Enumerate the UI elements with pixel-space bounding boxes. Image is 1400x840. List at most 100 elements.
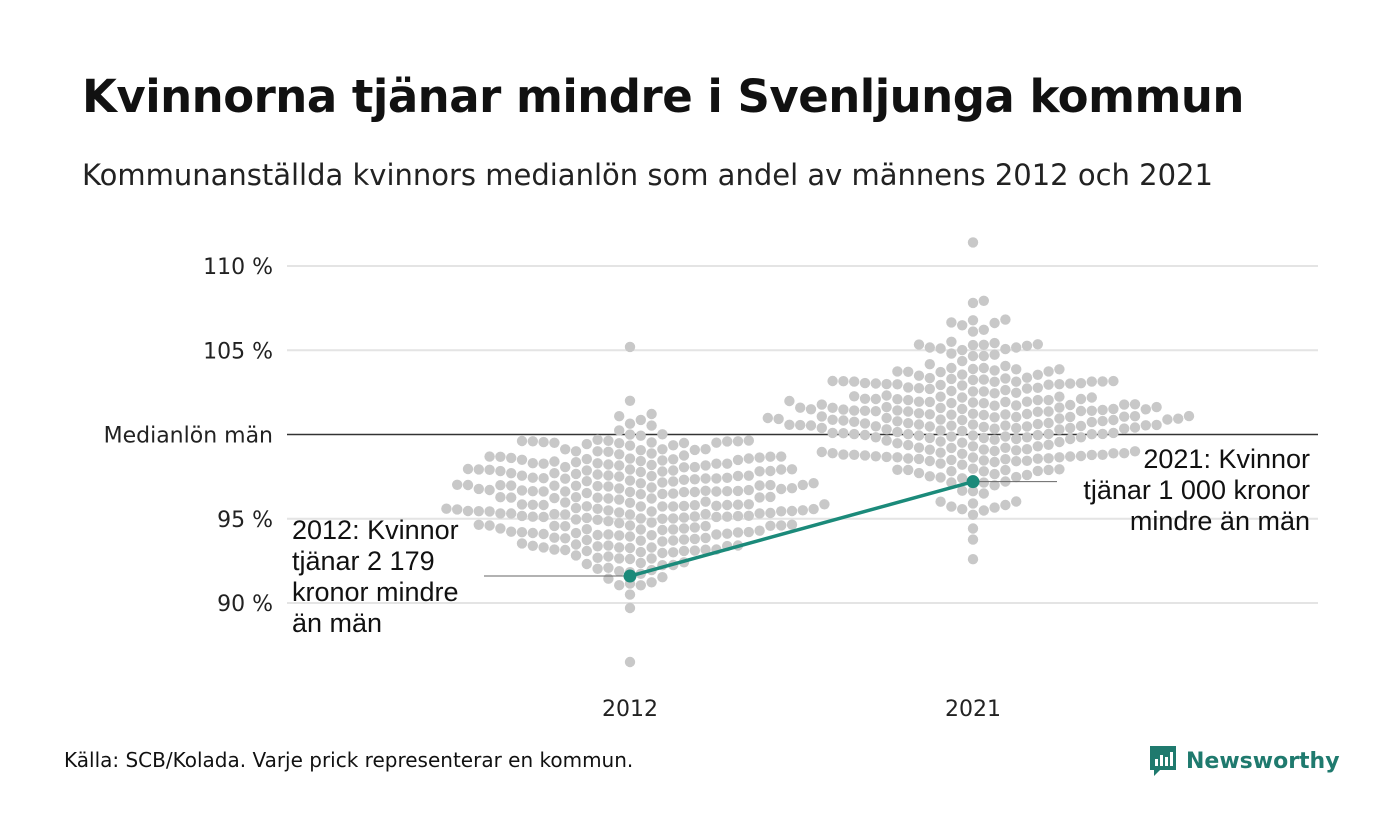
- municipality-dot: [1021, 340, 1033, 351]
- municipality-dot: [1065, 399, 1076, 411]
- municipality-dot: [689, 474, 700, 485]
- municipality-dot: [678, 450, 690, 461]
- municipality-dot: [506, 480, 517, 491]
- municipality-dot: [473, 483, 484, 495]
- municipality-dot: [1032, 339, 1044, 350]
- municipality-dot: [924, 383, 935, 395]
- municipality-dot: [462, 463, 474, 475]
- municipality-dot: [827, 402, 838, 413]
- municipality-dot: [946, 454, 957, 466]
- municipality-dot: [989, 502, 1000, 513]
- municipality-dot: [957, 369, 968, 380]
- municipality-dot: [689, 511, 700, 522]
- municipality-dot: [592, 514, 603, 525]
- municipality-dot: [516, 510, 528, 522]
- municipality-dot: [1129, 446, 1141, 457]
- municipality-dot: [700, 508, 711, 520]
- municipality-dot: [1043, 406, 1054, 417]
- municipality-dot: [913, 383, 925, 394]
- municipality-dot: [624, 486, 636, 498]
- municipality-dot: [614, 494, 625, 505]
- municipality-dot: [1043, 428, 1054, 440]
- municipality-dot: [646, 553, 657, 564]
- municipality-dot: [903, 394, 914, 406]
- municipality-dot: [827, 448, 838, 459]
- municipality-dot: [903, 366, 914, 377]
- municipality-dot: [1054, 464, 1065, 475]
- municipality-dot: [870, 378, 881, 389]
- municipality-dot: [935, 472, 946, 483]
- municipality-dot: [1065, 422, 1076, 434]
- municipality-dot: [946, 397, 957, 409]
- municipality-dot: [967, 315, 979, 326]
- municipality-dot: [967, 486, 979, 497]
- municipality-dot: [924, 421, 935, 432]
- municipality-dot: [473, 519, 484, 530]
- municipality-dot: [570, 457, 582, 468]
- municipality-dot: [603, 446, 614, 457]
- y-tick-label: 90 %: [217, 592, 273, 617]
- municipality-dot: [678, 462, 690, 473]
- municipality-dot: [711, 473, 722, 484]
- municipality-dot: [765, 451, 776, 462]
- municipality-dot: [859, 393, 871, 404]
- municipality-dot: [946, 442, 957, 454]
- municipality-dot: [635, 489, 646, 500]
- municipality-dot: [1129, 422, 1141, 433]
- municipality-dot: [1000, 499, 1011, 511]
- municipality-dot: [1032, 441, 1044, 452]
- municipality-dot: [978, 350, 989, 362]
- municipality-dot: [743, 453, 754, 464]
- chart-subtitle: Kommunanställda kvinnors medianlön som a…: [82, 158, 1213, 192]
- municipality-dot: [700, 544, 711, 555]
- municipality-dot: [484, 484, 495, 496]
- municipality-dot: [946, 409, 957, 420]
- annotation-2021: 2021: Kvinnor tjänar 1 000 kronor mindre ä…: [1083, 444, 1310, 536]
- municipality-dot: [657, 455, 668, 466]
- municipality-dot: [646, 530, 657, 541]
- municipality-dot: [624, 531, 636, 542]
- municipality-dot: [635, 535, 646, 546]
- municipality-dot: [635, 445, 646, 456]
- municipality-dot: [624, 395, 636, 406]
- municipality-dot: [624, 418, 636, 429]
- municipality-dot: [700, 444, 711, 455]
- municipality-dot: [581, 524, 592, 535]
- municipality-dot: [1000, 314, 1011, 325]
- municipality-dot: [913, 467, 925, 479]
- municipality-dot: [657, 444, 668, 455]
- municipality-dot: [657, 524, 668, 536]
- municipality-dot: [570, 514, 582, 525]
- municipality-dot: [603, 493, 614, 504]
- municipality-dot: [989, 349, 1000, 360]
- municipality-dot: [549, 508, 560, 520]
- municipality-dot: [635, 557, 646, 569]
- municipality-dot: [797, 505, 808, 516]
- municipality-dot: [773, 413, 784, 425]
- municipality-dot: [1000, 384, 1011, 396]
- municipality-dot: [1054, 391, 1065, 402]
- municipality-dot: [743, 499, 754, 510]
- municipality-dot: [1086, 392, 1098, 403]
- municipality-dot: [614, 553, 625, 564]
- municipality-dot: [646, 482, 657, 493]
- municipality-dot: [849, 391, 860, 402]
- municipality-dot: [711, 458, 722, 469]
- municipality-dot: [978, 362, 989, 374]
- municipality-dot: [989, 423, 1000, 434]
- municipality-dot: [668, 535, 679, 546]
- municipality-dot: [635, 466, 646, 478]
- municipality-dot: [754, 480, 765, 491]
- municipality-dot: [495, 523, 506, 534]
- municipality-dot: [592, 458, 603, 469]
- municipality-dot: [957, 320, 968, 331]
- municipality-dot: [527, 486, 538, 497]
- municipality-dot: [946, 431, 957, 442]
- municipality-dot: [903, 418, 914, 429]
- municipality-dot: [1129, 399, 1141, 410]
- municipality-dot: [1032, 382, 1044, 393]
- municipality-dot: [668, 488, 679, 499]
- municipality-dot: [549, 520, 560, 532]
- municipality-dot: [603, 573, 614, 584]
- municipality-dot: [1086, 405, 1098, 416]
